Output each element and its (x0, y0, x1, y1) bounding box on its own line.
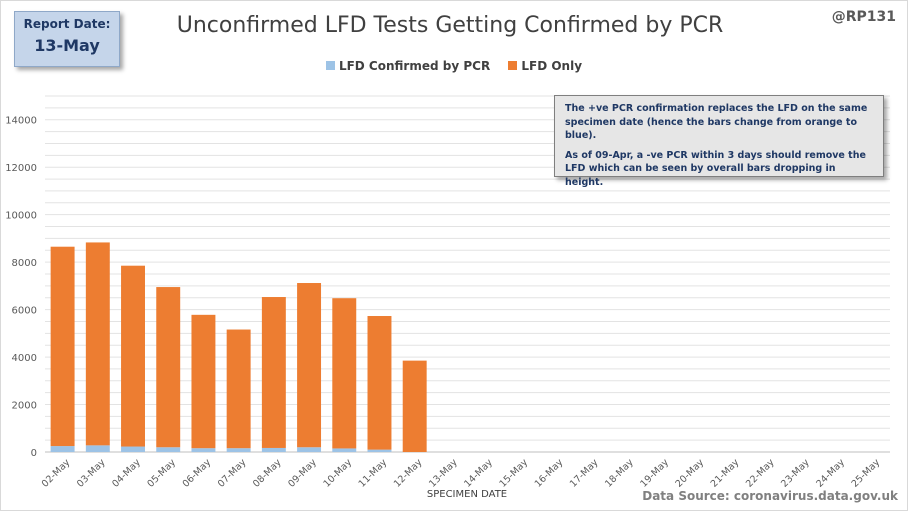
report-date-box: Report Date: 13-May (14, 11, 120, 67)
y-tick-label: 0 (31, 448, 37, 459)
y-tick-label: 12000 (5, 163, 37, 174)
x-tick-label: 05-May (145, 457, 178, 490)
y-tick-label: 6000 (12, 306, 37, 317)
legend-item-lfd-only: LFD Only (508, 59, 582, 73)
bar-lfd-only (191, 314, 216, 449)
y-tick-label: 4000 (12, 353, 37, 364)
x-tick-label: 16-May (533, 457, 566, 490)
bar-lfd-only (402, 360, 427, 452)
bar-confirmed (156, 447, 181, 452)
bar-confirmed (50, 446, 75, 452)
annotation-box: The +ve PCR confirmation replaces the LF… (554, 95, 884, 188)
bar-confirmed (85, 445, 110, 452)
x-tick-label: 25-May (850, 457, 883, 490)
x-axis-label: SPECIMEN DATE (426, 489, 508, 500)
bar-lfd-only (297, 283, 322, 448)
bar-lfd-only (332, 298, 357, 449)
bar-confirmed (226, 448, 251, 452)
x-tick-label: 03-May (75, 457, 108, 490)
bar-confirmed (367, 449, 392, 452)
x-tick-label: 14-May (462, 457, 495, 490)
x-tick-label: 13-May (427, 457, 460, 490)
y-tick-label: 10000 (5, 211, 37, 222)
report-date-value: 13-May (34, 36, 100, 55)
x-tick-label: 23-May (779, 457, 812, 490)
x-tick-label: 22-May (744, 457, 777, 490)
report-date-label: Report Date: (23, 17, 111, 31)
data-source: Data Source: coronavirus.data.gov.uk (642, 489, 898, 503)
bar-lfd-only (261, 297, 286, 448)
x-tick-label: 21-May (709, 457, 742, 490)
bar-lfd-only (85, 242, 110, 446)
x-tick-label: 02-May (40, 457, 73, 490)
x-tick-label: 20-May (674, 457, 707, 490)
legend-label-lfd-only: LFD Only (521, 59, 583, 73)
x-tick-label: 17-May (568, 457, 601, 490)
x-tick-label: 10-May (321, 457, 354, 490)
bar-confirmed (332, 448, 357, 452)
bar-confirmed (121, 446, 145, 452)
y-tick-label: 2000 (12, 401, 37, 412)
x-tick-label: 11-May (357, 457, 390, 490)
bar-confirmed (297, 447, 322, 452)
x-tick-label: 24-May (814, 457, 847, 490)
bar-confirmed (261, 447, 286, 452)
x-tick-label: 19-May (638, 457, 671, 490)
x-tick-label: 09-May (286, 457, 319, 490)
x-tick-label: 12-May (392, 457, 425, 490)
bar-lfd-only (50, 246, 75, 447)
y-tick-label: 8000 (12, 258, 37, 269)
chart-legend: LFD Confirmed by PCR LFD Only (0, 59, 908, 73)
x-tick-label: 08-May (251, 457, 284, 490)
chart-title: Unconfirmed LFD Tests Getting Confirmed … (176, 13, 724, 38)
x-tick-label: 15-May (497, 457, 530, 490)
bar-lfd-only (367, 316, 392, 450)
legend-swatch-lfd-only (508, 61, 518, 70)
legend-swatch-confirmed (325, 61, 335, 70)
x-tick-label: 07-May (216, 457, 249, 490)
x-tick-label: 04-May (110, 457, 143, 490)
bar-confirmed (191, 448, 216, 452)
annotation-text-2: As of 09-Apr, a -ve PCR within 3 days sh… (565, 149, 866, 188)
bar-lfd-only (121, 265, 145, 447)
legend-label-confirmed: LFD Confirmed by PCR (338, 59, 491, 73)
annotation-text-1: The +ve PCR confirmation replaces the LF… (565, 103, 868, 141)
author-handle: @RP131 (831, 9, 896, 25)
y-tick-label: 14000 (5, 116, 37, 127)
bar-lfd-only (226, 329, 251, 449)
legend-item-confirmed: LFD Confirmed by PCR (325, 59, 491, 73)
x-tick-label: 06-May (181, 457, 214, 490)
x-tick-label: 18-May (603, 457, 636, 490)
bar-lfd-only (156, 287, 181, 448)
